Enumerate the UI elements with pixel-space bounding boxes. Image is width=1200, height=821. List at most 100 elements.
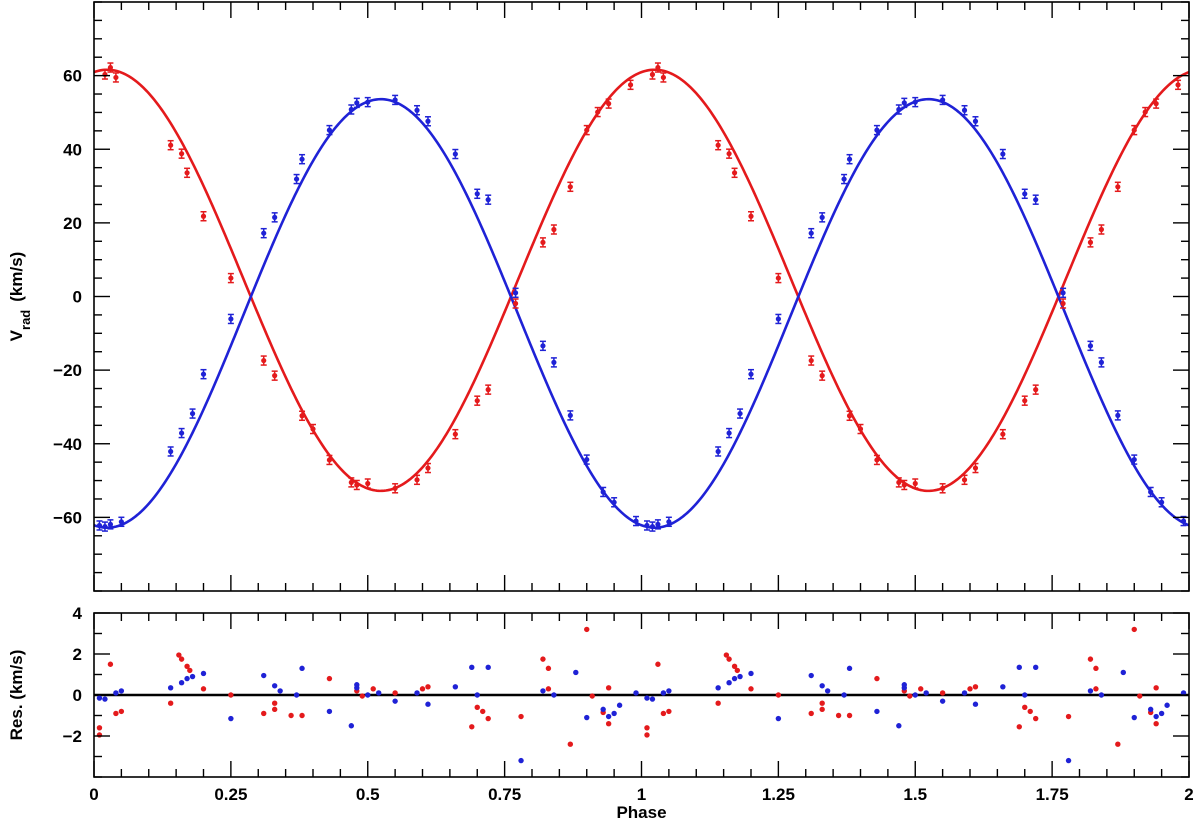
residual-point-1 bbox=[748, 686, 754, 692]
residual-point-2 bbox=[551, 692, 557, 698]
rv-data-point-1 bbox=[539, 237, 546, 248]
rv-data-point-2 bbox=[611, 497, 618, 508]
residual-point-2 bbox=[469, 664, 475, 671]
phase-tick-label: 0.25 bbox=[214, 785, 247, 804]
residual-point-2 bbox=[293, 692, 300, 698]
residual-point-1 bbox=[96, 732, 103, 738]
residual-point-2 bbox=[299, 665, 305, 672]
rv-data-point-1 bbox=[227, 272, 234, 284]
residual-y-tick-label: 0 bbox=[73, 686, 82, 705]
residual-point-1 bbox=[1131, 626, 1137, 633]
residual-point-2 bbox=[633, 690, 639, 696]
rv-data-point-2 bbox=[118, 516, 125, 528]
residual-point-1 bbox=[392, 690, 398, 696]
residual-point-1 bbox=[731, 663, 738, 669]
rv-y-tick-label: −60 bbox=[53, 508, 82, 527]
rv-data-point-2 bbox=[1131, 454, 1138, 465]
rv-data-point-2 bbox=[227, 313, 234, 325]
residual-point-2 bbox=[1065, 757, 1072, 764]
phase-tick-label: 2 bbox=[1184, 785, 1193, 804]
rv-data-point-2 bbox=[1147, 486, 1154, 498]
rv-data-point-2 bbox=[819, 212, 826, 223]
rv-data-point-2 bbox=[895, 104, 902, 115]
residual-plot-frame bbox=[93, 612, 1190, 778]
rv-plot-frame bbox=[93, 1, 1190, 592]
residual-point-2 bbox=[1087, 688, 1094, 694]
rv-data-point-1 bbox=[167, 139, 174, 151]
rv-data-point-2 bbox=[271, 212, 278, 223]
rv-data-point-2 bbox=[101, 521, 108, 532]
residual-point-1 bbox=[1022, 704, 1028, 710]
rv-data-point-1 bbox=[364, 478, 371, 489]
rv-data-point-2 bbox=[424, 116, 431, 127]
residual-point-2 bbox=[605, 713, 612, 720]
rv-y-tick-label: 60 bbox=[63, 67, 82, 86]
residual-point-1 bbox=[518, 713, 524, 720]
residual-point-1 bbox=[967, 686, 973, 692]
rv-data-point-1 bbox=[627, 79, 634, 91]
residual-point-2 bbox=[326, 708, 333, 715]
rv-data-point-2 bbox=[353, 97, 360, 109]
rv-data-point-2 bbox=[348, 104, 355, 115]
residual-point-1 bbox=[605, 685, 612, 691]
rv-model-curve-1 bbox=[93, 68, 1190, 493]
rv-model-curve-2 bbox=[93, 97, 1190, 529]
rv-data-point-2 bbox=[189, 408, 196, 419]
rv-data-point-1 bbox=[999, 428, 1006, 440]
rv-data-point-2 bbox=[1158, 497, 1165, 508]
residual-point-1 bbox=[370, 686, 376, 692]
residual-point-1 bbox=[113, 710, 119, 717]
residual-point-1 bbox=[835, 712, 842, 719]
rv-data-point-1 bbox=[972, 462, 979, 474]
residual-point-1 bbox=[907, 693, 913, 699]
residual-point-1 bbox=[271, 700, 278, 706]
rv-data-point-1 bbox=[178, 148, 185, 159]
residual-point-2 bbox=[540, 688, 546, 694]
residual-point-1 bbox=[775, 692, 782, 698]
residual-point-1 bbox=[918, 686, 924, 692]
rv-data-point-1 bbox=[912, 478, 919, 489]
residual-point-1 bbox=[184, 663, 190, 669]
residual-point-2 bbox=[200, 670, 207, 677]
rv-data-point-1 bbox=[726, 148, 733, 159]
rv-y-tick-label: 0 bbox=[73, 288, 82, 307]
rv-data-point-2 bbox=[414, 104, 421, 116]
residual-point-2 bbox=[1022, 692, 1028, 698]
residual-point-1 bbox=[939, 690, 946, 696]
residual-point-1 bbox=[819, 700, 825, 706]
rv-data-point-2 bbox=[1021, 188, 1028, 200]
rv-data-point-1 bbox=[1131, 124, 1138, 136]
rv-data-point-1 bbox=[1098, 224, 1105, 235]
rv-data-point-2 bbox=[649, 521, 656, 532]
residual-point-2 bbox=[1000, 684, 1006, 690]
rv-data-point-2 bbox=[841, 173, 848, 185]
rv-data-point-2 bbox=[107, 519, 114, 530]
rv-data-point-1 bbox=[310, 423, 316, 435]
residual-point-2 bbox=[649, 696, 656, 702]
rv-data-point-1 bbox=[660, 72, 667, 83]
rv-data-point-2 bbox=[1032, 194, 1039, 205]
phase-tick-label: 0.5 bbox=[356, 785, 380, 804]
residual-point-2 bbox=[808, 672, 814, 679]
residual-point-1 bbox=[96, 725, 103, 731]
rv-data-point-1 bbox=[748, 210, 754, 222]
rv-data-point-2 bbox=[726, 427, 733, 439]
rv-data-point-1 bbox=[184, 167, 191, 179]
residual-point-2 bbox=[1153, 713, 1159, 720]
rv-data-point-2 bbox=[643, 520, 650, 531]
rv-data-point-2 bbox=[364, 96, 371, 108]
residual-point-2 bbox=[178, 680, 185, 686]
rv-data-point-2 bbox=[748, 368, 754, 380]
rv-y-tick-label: 40 bbox=[63, 140, 82, 159]
residual-point-2 bbox=[348, 723, 355, 729]
rv-data-point-1 bbox=[1175, 79, 1182, 91]
rv-data-point-2 bbox=[167, 446, 174, 457]
residual-point-1 bbox=[419, 686, 426, 692]
residual-point-2 bbox=[775, 715, 782, 722]
rv-data-point-1 bbox=[808, 355, 815, 366]
residual-point-1 bbox=[660, 710, 667, 717]
residual-point-2 bbox=[846, 665, 853, 672]
residual-point-2 bbox=[425, 701, 431, 707]
residual-point-2 bbox=[392, 698, 398, 704]
